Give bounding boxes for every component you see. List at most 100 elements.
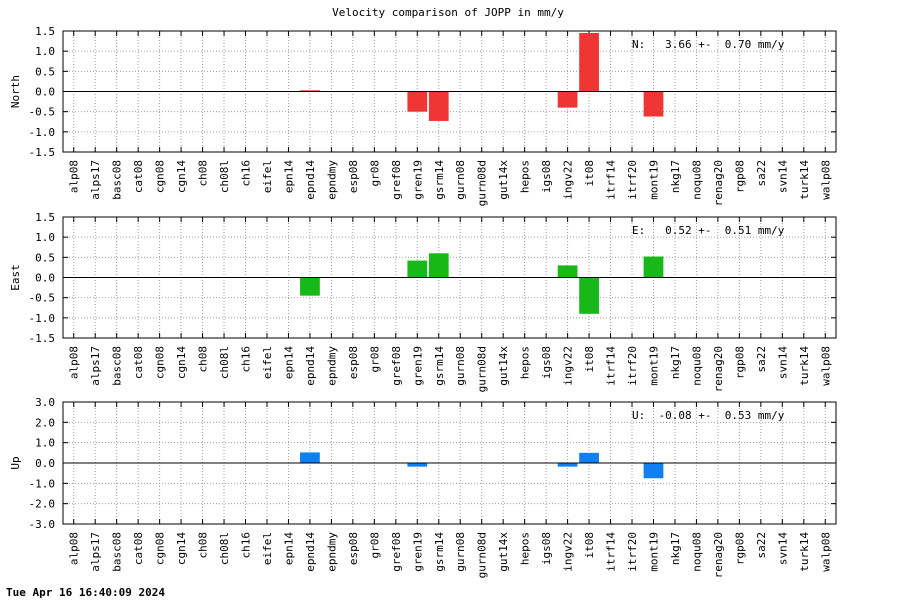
category-label: gr08: [368, 532, 381, 559]
category-label: cgn14: [175, 532, 188, 565]
category-label: gurn08: [454, 532, 467, 572]
bar-gsrm14: [428, 91, 449, 121]
category-label: gref08: [390, 346, 403, 386]
category-label: gref08: [390, 160, 403, 200]
category-label: epnd14: [304, 532, 317, 572]
category-label: it08: [583, 346, 596, 373]
bar-gren19: [407, 91, 428, 112]
category-label: sa22: [755, 346, 768, 373]
y-tick-label: 0.5: [35, 251, 55, 264]
category-label: eifel: [261, 346, 274, 379]
category-label: mont19: [647, 532, 660, 572]
timestamp-footer: Tue Apr 16 16:40:09 2024: [6, 586, 165, 599]
category-label: walp08: [819, 532, 832, 572]
category-label: gut14x: [497, 532, 510, 572]
bar-it08: [579, 452, 599, 463]
y-tick-label: -0.5: [29, 106, 56, 119]
category-label: gref08: [390, 532, 403, 572]
category-label: alps17: [89, 346, 102, 386]
category-label: svn14: [776, 346, 789, 379]
category-label: gr08: [368, 160, 381, 187]
category-label: gren19: [411, 346, 424, 386]
category-label: alps17: [89, 532, 102, 572]
y-tick-label: -0.5: [29, 292, 56, 305]
category-label: itrf20: [626, 160, 639, 200]
category-label: gurn08: [454, 160, 467, 200]
y-tick-label: -1.0: [29, 477, 56, 490]
category-label: ingv22: [562, 346, 575, 386]
y-tick-label: 1.5: [35, 211, 55, 224]
category-label: renag20: [712, 160, 725, 206]
bar-mont19: [643, 256, 664, 278]
category-label: alp08: [68, 532, 81, 565]
category-label: cgn14: [175, 160, 188, 193]
category-label: noqu08: [690, 346, 703, 386]
category-label: gren19: [411, 160, 424, 200]
category-label: gsrm14: [433, 346, 446, 386]
category-label: sa22: [755, 532, 768, 559]
category-label: basc08: [111, 532, 124, 572]
stat-annotation: U: -0.08 +- 0.53 mm/y: [632, 409, 785, 422]
category-label: igs08: [540, 532, 553, 565]
category-label: walp08: [819, 346, 832, 386]
category-label: nkg17: [669, 532, 682, 565]
category-label: ch08l: [218, 532, 231, 565]
category-label: cat08: [132, 160, 145, 193]
y-tick-label: -1.0: [29, 312, 56, 325]
category-label: noqu08: [690, 532, 703, 572]
plot-frame: [62, 30, 837, 153]
category-label: it08: [583, 160, 596, 187]
category-label: ingv22: [562, 160, 575, 200]
panel-east: 1.5 1.0 0.5 0.0 -0.5 -1.0 -1.5 alp08 alps17 basc0…: [9, 211, 837, 392]
category-label: cgn08: [154, 532, 167, 565]
category-label: renag20: [712, 532, 725, 578]
category-label: hepos: [519, 346, 532, 379]
category-label: gren19: [411, 532, 424, 572]
category-label: alps17: [89, 160, 102, 200]
category-label: gr08: [368, 346, 381, 373]
category-label: ch08l: [218, 160, 231, 193]
bar-ingv22: [557, 91, 578, 108]
category-label: esp08: [347, 532, 360, 565]
y-tick-label: 1.5: [35, 25, 55, 38]
bar-epnd14: [300, 90, 320, 92]
y-tick-label: 3.0: [35, 396, 55, 409]
plot-frame: [62, 216, 837, 339]
bar-gren19: [407, 260, 428, 278]
category-label: esp08: [347, 346, 360, 379]
y-tick-label: 0.0: [35, 272, 55, 285]
y-tick-label: 2.0: [35, 416, 55, 429]
category-label: epndmy: [325, 160, 338, 200]
category-label: cgn08: [154, 160, 167, 193]
category-label: ch08: [197, 346, 210, 373]
category-label: gurn08: [454, 346, 467, 386]
category-label: eifel: [261, 160, 274, 193]
category-label: ch08: [197, 160, 210, 187]
y-tick-label: -2.0: [29, 498, 56, 511]
category-label: rgp08: [733, 532, 746, 565]
category-label: itrf14: [605, 160, 618, 200]
category-label: ch16: [240, 532, 253, 559]
category-label: itrf20: [626, 532, 639, 572]
bar-mont19: [643, 91, 664, 117]
category-label: itrf14: [605, 346, 618, 386]
category-label: renag20: [712, 346, 725, 392]
bar-gren19: [407, 463, 428, 467]
category-label: sa22: [755, 160, 768, 187]
category-label: gurn08d: [476, 346, 489, 392]
category-label: esp08: [347, 160, 360, 193]
category-label: svn14: [776, 532, 789, 565]
y-axis-label: North: [9, 75, 22, 108]
category-label: itrf14: [605, 532, 618, 572]
y-tick-label: -1.5: [29, 332, 56, 345]
category-label: rgp08: [733, 160, 746, 193]
bar-epnd14: [300, 452, 320, 463]
bar-ingv22: [557, 463, 578, 467]
category-label: ch08l: [218, 346, 231, 379]
y-tick-label: 1.0: [35, 231, 55, 244]
category-label: cgn14: [175, 346, 188, 379]
plot-frame: [62, 401, 837, 525]
category-label: turk14: [798, 346, 811, 386]
category-label: hepos: [519, 532, 532, 565]
category-label: epn14: [282, 160, 295, 193]
